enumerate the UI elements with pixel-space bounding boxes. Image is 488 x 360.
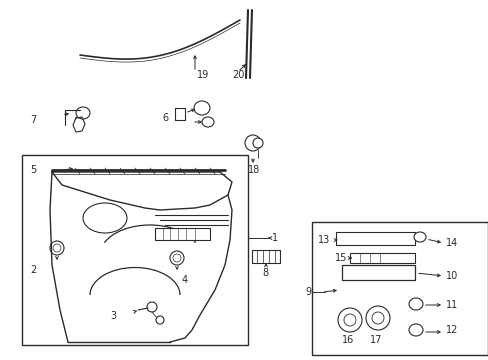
Text: 13: 13 [317, 235, 329, 245]
Ellipse shape [413, 232, 425, 242]
Bar [22, 155, 247, 345]
Ellipse shape [408, 298, 422, 310]
Text: 6: 6 [162, 113, 168, 123]
Ellipse shape [76, 107, 90, 119]
Bar [349, 253, 414, 263]
Ellipse shape [170, 251, 183, 265]
Text: 11: 11 [445, 300, 457, 310]
Text: 5: 5 [30, 165, 36, 175]
Ellipse shape [156, 316, 163, 324]
Text: 18: 18 [247, 165, 260, 175]
Text: 14: 14 [445, 238, 457, 248]
Ellipse shape [252, 138, 263, 148]
Bar [341, 265, 414, 280]
Ellipse shape [365, 306, 389, 330]
Bar [251, 250, 280, 263]
Text: 15: 15 [334, 253, 346, 263]
Text: 9: 9 [305, 287, 310, 297]
Ellipse shape [202, 117, 214, 127]
Ellipse shape [337, 308, 361, 332]
Bar [311, 222, 487, 355]
Bar [155, 228, 209, 240]
Text: 3: 3 [110, 311, 116, 321]
Text: 7: 7 [30, 115, 36, 125]
Text: 19: 19 [197, 70, 209, 80]
Ellipse shape [147, 302, 157, 312]
Ellipse shape [173, 254, 181, 262]
Text: 12: 12 [445, 325, 457, 335]
Ellipse shape [343, 314, 355, 326]
Text: 17: 17 [369, 335, 382, 345]
Text: 4: 4 [182, 275, 188, 285]
Ellipse shape [408, 324, 422, 336]
Text: 2: 2 [30, 265, 36, 275]
Ellipse shape [53, 244, 61, 252]
Ellipse shape [50, 241, 64, 255]
Text: 1: 1 [271, 233, 278, 243]
Ellipse shape [244, 135, 261, 151]
Text: 20: 20 [231, 70, 244, 80]
Ellipse shape [194, 101, 209, 115]
Text: 10: 10 [445, 271, 457, 281]
Bar [335, 232, 414, 245]
Text: 16: 16 [341, 335, 353, 345]
Text: 8: 8 [262, 268, 267, 278]
Ellipse shape [371, 312, 383, 324]
Ellipse shape [83, 203, 127, 233]
